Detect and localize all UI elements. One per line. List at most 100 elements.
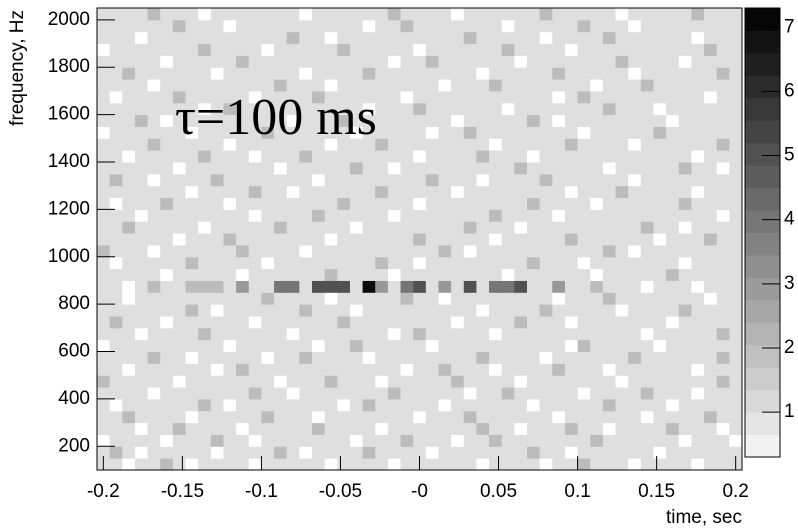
cell bbox=[691, 446, 705, 459]
cell bbox=[590, 221, 604, 234]
cell bbox=[223, 446, 237, 459]
cell bbox=[564, 162, 579, 175]
cell bbox=[236, 434, 250, 447]
cell bbox=[615, 304, 629, 317]
cell bbox=[539, 446, 553, 459]
cell bbox=[109, 102, 123, 116]
cell bbox=[615, 268, 629, 281]
cell bbox=[489, 138, 503, 151]
cell bbox=[577, 327, 591, 341]
cell bbox=[716, 410, 730, 424]
cell bbox=[337, 185, 351, 199]
cell bbox=[489, 31, 503, 45]
cell bbox=[97, 244, 111, 258]
cell bbox=[678, 173, 692, 187]
cell bbox=[514, 8, 528, 21]
cell bbox=[223, 244, 237, 258]
cell bbox=[678, 316, 692, 329]
cell bbox=[564, 256, 579, 270]
cell bbox=[666, 363, 680, 376]
cell bbox=[704, 79, 718, 92]
cell bbox=[337, 19, 351, 33]
cell bbox=[134, 268, 149, 281]
cell bbox=[476, 197, 490, 210]
cell bbox=[552, 102, 566, 116]
cell bbox=[413, 256, 427, 270]
cell bbox=[362, 375, 376, 388]
cell bbox=[286, 410, 300, 424]
cell bbox=[337, 256, 351, 270]
cell bbox=[501, 221, 515, 234]
cell bbox=[438, 304, 452, 317]
cell bbox=[185, 244, 199, 258]
cell bbox=[590, 19, 604, 33]
cell bbox=[198, 197, 212, 210]
cell bbox=[451, 185, 465, 199]
cell bbox=[602, 327, 617, 341]
cell bbox=[274, 375, 288, 388]
cell bbox=[299, 280, 313, 293]
cell bbox=[489, 304, 503, 317]
cell bbox=[527, 138, 541, 151]
cell bbox=[716, 292, 730, 305]
cell bbox=[147, 19, 161, 33]
cell bbox=[615, 197, 629, 210]
cell bbox=[236, 162, 250, 175]
cell bbox=[489, 102, 503, 116]
cell bbox=[413, 126, 427, 139]
cell bbox=[489, 327, 503, 341]
cell bbox=[324, 90, 338, 104]
cell bbox=[223, 268, 237, 281]
cell bbox=[729, 233, 743, 246]
cell bbox=[286, 398, 300, 412]
cell bbox=[97, 102, 111, 116]
cell bbox=[375, 162, 389, 175]
cell bbox=[691, 102, 705, 116]
cell bbox=[729, 19, 743, 33]
cell bbox=[640, 43, 654, 56]
cell bbox=[704, 19, 718, 33]
cell bbox=[147, 197, 161, 210]
cell bbox=[147, 8, 161, 21]
cell bbox=[236, 221, 250, 234]
cell bbox=[628, 197, 642, 210]
cell bbox=[185, 8, 199, 21]
cell bbox=[564, 90, 579, 104]
cell bbox=[223, 185, 237, 199]
cell bbox=[210, 446, 224, 459]
cell bbox=[590, 339, 604, 353]
cell bbox=[628, 375, 642, 388]
cell bbox=[489, 233, 503, 246]
cell bbox=[261, 162, 275, 175]
cell bbox=[248, 8, 262, 21]
cell bbox=[704, 67, 718, 80]
cell bbox=[552, 173, 566, 187]
cell bbox=[261, 280, 275, 293]
cell bbox=[134, 327, 149, 341]
cell bbox=[261, 316, 275, 329]
cell bbox=[122, 280, 136, 293]
cell bbox=[160, 410, 174, 424]
cell bbox=[602, 67, 617, 80]
cell bbox=[172, 197, 187, 210]
cell bbox=[109, 114, 123, 127]
cell bbox=[387, 126, 402, 139]
cell bbox=[704, 173, 718, 187]
cell bbox=[476, 327, 490, 341]
z-tick-label: 1 bbox=[784, 401, 795, 422]
cell bbox=[387, 458, 402, 471]
cell bbox=[451, 398, 465, 412]
cell bbox=[349, 339, 364, 353]
cell bbox=[337, 162, 351, 175]
cell bbox=[299, 434, 313, 447]
cell bbox=[451, 327, 465, 341]
cell bbox=[375, 31, 389, 45]
cell bbox=[349, 233, 364, 246]
cell bbox=[564, 327, 579, 341]
cell bbox=[349, 292, 364, 305]
cell bbox=[97, 138, 111, 151]
cell bbox=[349, 410, 364, 424]
cell bbox=[438, 233, 452, 246]
cell bbox=[615, 316, 629, 329]
cell bbox=[615, 233, 629, 246]
